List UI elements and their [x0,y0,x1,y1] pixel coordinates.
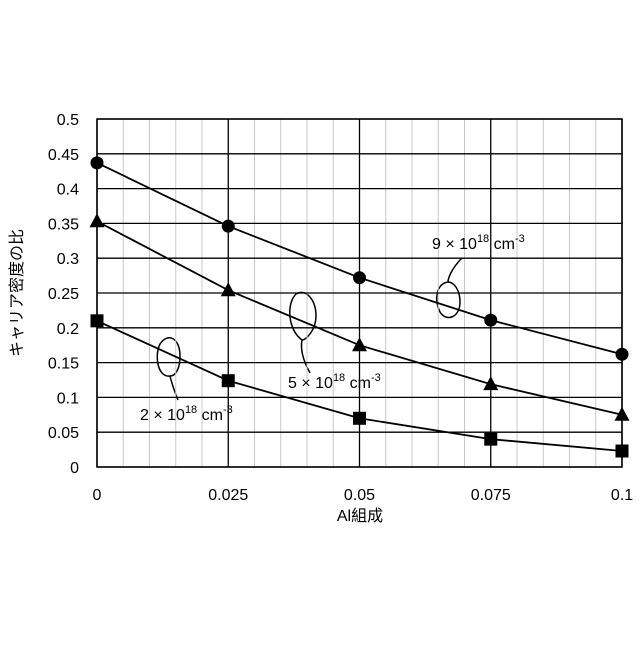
annotation-unit: cm [197,407,223,424]
annotation-exponent: 18 [333,372,345,384]
marker [91,314,104,327]
annotation-unit: cm [345,375,371,392]
marker [222,220,235,233]
marker [222,374,235,387]
marker [616,444,629,457]
y-tick-label: 0.4 [57,182,79,199]
annotation-unit-exponent: -3 [371,372,381,384]
x-tick-label: 0 [93,487,102,504]
annotation-exponent: 18 [185,404,197,416]
annotation-unit: cm [489,236,515,253]
annotation-base: 2 × 10 [140,407,185,424]
y-tick-label: 0.05 [48,425,79,442]
x-tick-label: 0.1 [611,487,633,504]
annotation-unit-exponent: -3 [223,404,233,416]
annotation-base: 5 × 10 [288,375,333,392]
annotation-base: 9 × 10 [432,236,477,253]
x-tick-label: 0.075 [471,487,511,504]
x-tick-label: 0.05 [344,487,375,504]
y-tick-label: 0.45 [48,147,79,164]
marker [616,348,629,361]
y-tick-label: 0.5 [57,112,79,129]
annotation-exponent: 18 [477,233,489,245]
marker [484,314,497,327]
y-tick-label: 0.2 [57,321,79,338]
y-tick-label: 0 [70,460,79,477]
y-tick-label: 0.35 [48,216,79,233]
chart: キャリア密度の比 Al組成 0 0.05 0.1 0.15 0.2 0.25 0.3 0.35… [0,0,640,640]
annotation-unit-exponent: -3 [515,233,525,245]
y-axis-label: キャリア密度の比 [8,229,26,357]
y-tick-label: 0.3 [57,251,79,268]
y-tick-label: 0.1 [57,390,79,407]
marker [91,156,104,169]
marker [353,271,366,284]
x-axis-label: Al組成 [337,507,383,525]
marker [484,433,497,446]
y-tick-label: 0.15 [48,356,79,373]
y-tick-label: 0.25 [48,286,79,303]
marker [353,412,366,425]
x-tick-label: 0.025 [208,487,248,504]
